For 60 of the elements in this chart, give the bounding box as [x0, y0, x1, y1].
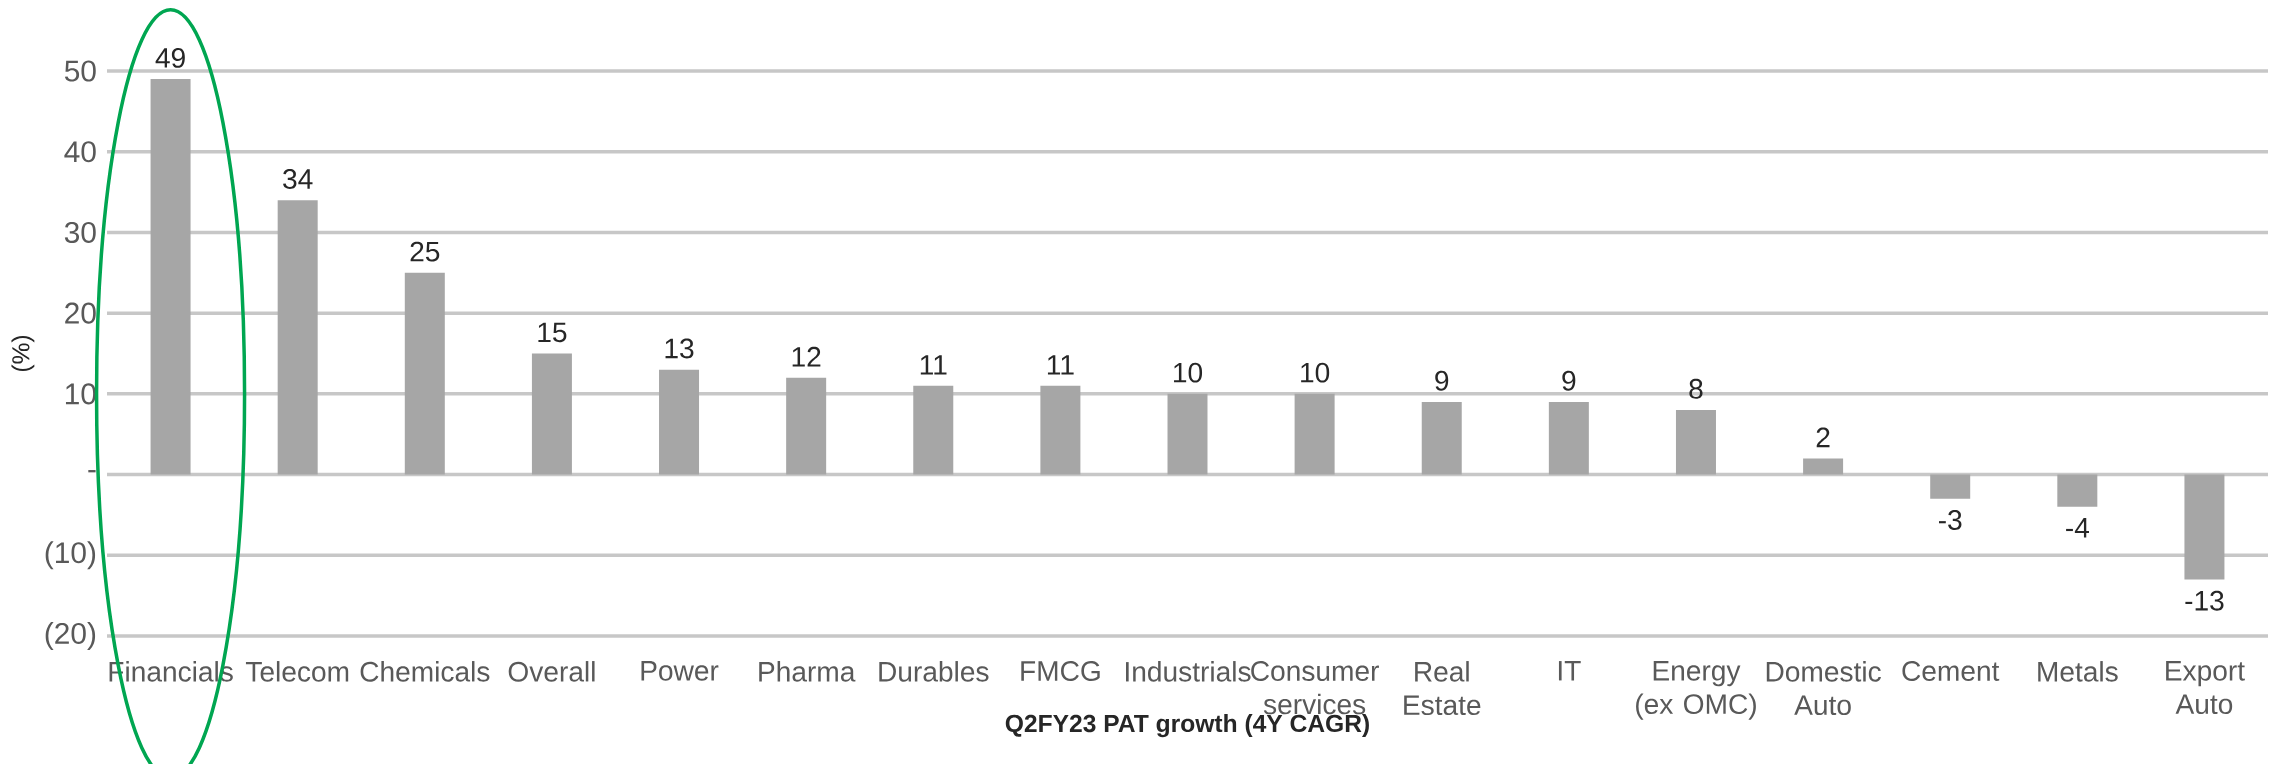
y-tick-label: 50 [64, 60, 96, 82]
bar [1167, 393, 1208, 475]
data-label: 9 [1562, 370, 1576, 391]
x-tick-label: Overall [508, 661, 595, 682]
bar [1803, 458, 1844, 475]
bar [150, 79, 191, 475]
bar [1421, 401, 1462, 475]
data-label: 10 [1174, 362, 1203, 383]
x-tick-label: Consumer services [1251, 661, 1379, 715]
data-label: -4 [2066, 518, 2090, 538]
x-tick-label: Industrials [1126, 661, 1251, 682]
data-label: 11 [1047, 355, 1074, 375]
data-label: 49 [155, 47, 185, 68]
y-tick-label: (20) [45, 622, 96, 650]
data-label: 11 [920, 355, 947, 375]
bar [277, 200, 318, 475]
data-label: 12 [792, 346, 821, 367]
bar [1040, 385, 1081, 475]
x-tick-label: Export Auto [2166, 661, 2245, 715]
bar [659, 369, 700, 475]
x-tick-label: IT [1558, 661, 1581, 681]
y-tick-label: (10) [45, 541, 96, 570]
y-tick-label: - [88, 470, 96, 473]
bar [1930, 474, 1971, 499]
x-tick-label: FMCG [1021, 661, 1100, 681]
data-label: 15 [538, 322, 567, 343]
data-label: 8 [1689, 378, 1703, 399]
x-tick-label: Telecom [245, 661, 349, 682]
x-tick-label: Cement [1902, 661, 2000, 681]
y-tick-label: 30 [64, 221, 96, 244]
x-tick-label: Pharma [759, 661, 856, 682]
bar [2057, 474, 2098, 507]
data-label: 34 [283, 169, 313, 189]
x-tick-label: Energy (ex OMC) [1636, 661, 1756, 720]
bar [786, 377, 827, 475]
bar [913, 385, 954, 475]
x-tick-label: Chemicals [360, 661, 490, 682]
bar [2184, 474, 2225, 580]
bar [531, 353, 572, 475]
x-tick-label: Real Estate [1404, 661, 1481, 716]
x-tick-label: Domestic Auto [1766, 661, 1881, 716]
x-axis-title: Q2FY23 PAT growth (4Y CAGR) [1005, 714, 1369, 738]
data-label: -3 [1938, 510, 1962, 530]
y-tick-label: 20 [65, 302, 96, 324]
bar [1294, 393, 1335, 475]
data-label: 10 [1301, 362, 1330, 383]
x-tick-label: Metals [2038, 661, 2118, 682]
x-tick-label: Durables [879, 661, 989, 682]
bar [404, 272, 445, 475]
x-tick-label: Power [641, 661, 719, 681]
data-label: 2 [1816, 427, 1830, 448]
y-axis-title: (%) [11, 335, 35, 372]
y-tick-label: 40 [64, 141, 96, 163]
data-label: 25 [410, 241, 440, 262]
bar [1548, 401, 1589, 475]
data-label: 13 [665, 338, 694, 359]
bar [1675, 410, 1716, 475]
data-label: 9 [1435, 370, 1449, 391]
y-tick-label: 10 [65, 383, 96, 405]
data-label: -13 [2185, 590, 2224, 611]
